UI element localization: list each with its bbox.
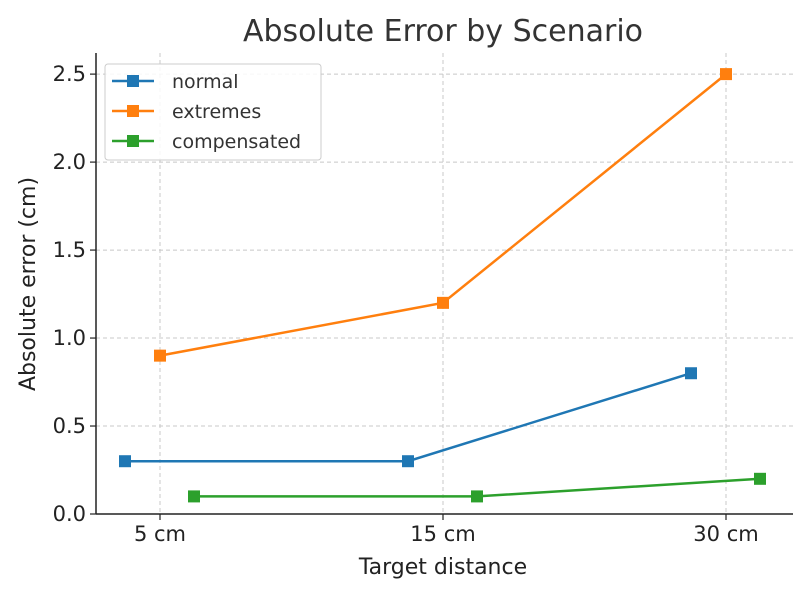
legend-marker xyxy=(127,135,139,147)
y-axis-ticks: 0.0 0.5 1.0 1.5 2.0 2.5 xyxy=(53,62,96,526)
legend-marker xyxy=(127,105,139,117)
data-point-marker xyxy=(685,367,697,380)
data-point-marker xyxy=(154,349,166,362)
x-axis-ticks: 5 cm 15 cm 30 cm xyxy=(134,514,759,546)
x-axis-label: Target distance xyxy=(358,555,527,580)
data-point-marker xyxy=(471,490,483,503)
y-tick-label: 0.0 xyxy=(53,502,86,526)
legend: normal extremes compensated xyxy=(104,63,322,161)
series-extremes xyxy=(154,68,732,362)
data-point-marker xyxy=(188,490,200,503)
series-compensated xyxy=(188,472,766,503)
data-point-marker xyxy=(402,455,414,468)
legend-label: compensated xyxy=(172,131,301,153)
legend-label: normal xyxy=(172,71,239,93)
y-axis-label: Absolute error (cm) xyxy=(16,177,41,391)
y-tick-label: 2.5 xyxy=(53,62,86,86)
legend-label: extremes xyxy=(172,101,261,123)
y-tick-label: 1.5 xyxy=(53,238,86,262)
x-tick-label: 5 cm xyxy=(134,522,186,546)
x-tick-label: 15 cm xyxy=(410,522,475,546)
legend-frame xyxy=(104,63,322,161)
data-point-marker xyxy=(720,68,732,81)
data-point-marker xyxy=(437,296,449,309)
series-normal xyxy=(119,367,697,468)
data-point-marker xyxy=(754,472,766,485)
y-tick-label: 2.0 xyxy=(53,150,86,174)
y-tick-label: 1.0 xyxy=(53,326,86,350)
series-line xyxy=(125,372,692,463)
series-lines xyxy=(119,68,766,503)
data-point-marker xyxy=(119,455,131,468)
chart-title: Absolute Error by Scenario xyxy=(243,14,643,49)
x-tick-label: 30 cm xyxy=(693,522,758,546)
legend-marker xyxy=(127,75,139,87)
y-tick-label: 0.5 xyxy=(53,414,86,438)
